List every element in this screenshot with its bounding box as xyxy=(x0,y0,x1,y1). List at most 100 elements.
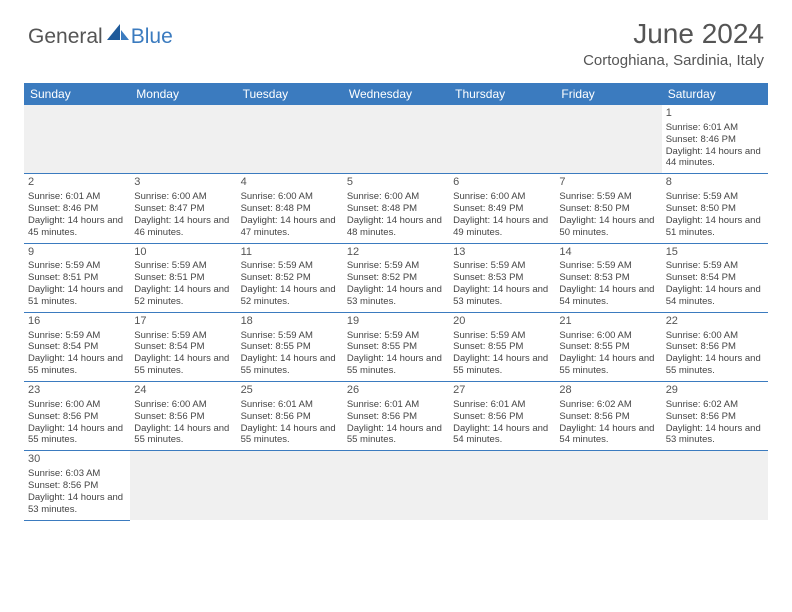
sunrise-line: Sunrise: 5:59 AM xyxy=(453,260,551,272)
daylight-line: Daylight: 14 hours and 46 minutes. xyxy=(134,215,232,239)
daylight-line: Daylight: 14 hours and 55 minutes. xyxy=(666,353,764,377)
day-number: 23 xyxy=(28,384,126,398)
calendar-row: 30Sunrise: 6:03 AMSunset: 8:56 PMDayligh… xyxy=(24,451,768,520)
day-number: 7 xyxy=(559,176,657,190)
sunset-line: Sunset: 8:51 PM xyxy=(134,272,232,284)
day-number: 12 xyxy=(347,246,445,260)
calendar-row: 2Sunrise: 6:01 AMSunset: 8:46 PMDaylight… xyxy=(24,174,768,243)
sunrise-line: Sunrise: 5:59 AM xyxy=(347,330,445,342)
sunset-line: Sunset: 8:53 PM xyxy=(453,272,551,284)
header: General Blue June 2024 Cortoghiana, Sard… xyxy=(0,0,792,77)
logo-text-general: General xyxy=(28,25,103,49)
daylight-line: Daylight: 14 hours and 55 minutes. xyxy=(241,423,339,447)
calendar-cell: 29Sunrise: 6:02 AMSunset: 8:56 PMDayligh… xyxy=(662,382,768,451)
sunset-line: Sunset: 8:52 PM xyxy=(241,272,339,284)
daylight-line: Daylight: 14 hours and 55 minutes. xyxy=(453,353,551,377)
calendar-cell: 8Sunrise: 5:59 AMSunset: 8:50 PMDaylight… xyxy=(662,174,768,243)
day-header: Monday xyxy=(130,83,236,105)
sunset-line: Sunset: 8:55 PM xyxy=(347,341,445,353)
page-title: June 2024 xyxy=(583,18,764,50)
calendar-cell: 4Sunrise: 6:00 AMSunset: 8:48 PMDaylight… xyxy=(237,174,343,243)
day-header: Tuesday xyxy=(237,83,343,105)
day-number: 29 xyxy=(666,384,764,398)
calendar-cell-blank xyxy=(343,105,449,174)
sunrise-line: Sunrise: 6:01 AM xyxy=(666,122,764,134)
calendar-cell-blank xyxy=(449,105,555,174)
daylight-line: Daylight: 14 hours and 47 minutes. xyxy=(241,215,339,239)
sunset-line: Sunset: 8:55 PM xyxy=(559,341,657,353)
calendar-cell: 30Sunrise: 6:03 AMSunset: 8:56 PMDayligh… xyxy=(24,451,130,520)
sunset-line: Sunset: 8:54 PM xyxy=(28,341,126,353)
sunset-line: Sunset: 8:48 PM xyxy=(347,203,445,215)
calendar-cell: 26Sunrise: 6:01 AMSunset: 8:56 PMDayligh… xyxy=(343,382,449,451)
sunset-line: Sunset: 8:53 PM xyxy=(559,272,657,284)
logo: General Blue xyxy=(28,24,173,49)
day-number: 6 xyxy=(453,176,551,190)
daylight-line: Daylight: 14 hours and 52 minutes. xyxy=(241,284,339,308)
calendar-cell: 27Sunrise: 6:01 AMSunset: 8:56 PMDayligh… xyxy=(449,382,555,451)
day-number: 16 xyxy=(28,315,126,329)
calendar-cell: 16Sunrise: 5:59 AMSunset: 8:54 PMDayligh… xyxy=(24,312,130,381)
daylight-line: Daylight: 14 hours and 55 minutes. xyxy=(347,423,445,447)
day-number: 15 xyxy=(666,246,764,260)
day-number: 21 xyxy=(559,315,657,329)
sunset-line: Sunset: 8:51 PM xyxy=(28,272,126,284)
daylight-line: Daylight: 14 hours and 53 minutes. xyxy=(347,284,445,308)
calendar-cell: 18Sunrise: 5:59 AMSunset: 8:55 PMDayligh… xyxy=(237,312,343,381)
sunrise-line: Sunrise: 5:59 AM xyxy=(241,260,339,272)
calendar-cell-blank xyxy=(555,105,661,174)
day-number: 2 xyxy=(28,176,126,190)
sunset-line: Sunset: 8:56 PM xyxy=(28,480,126,492)
calendar-cell: 6Sunrise: 6:00 AMSunset: 8:49 PMDaylight… xyxy=(449,174,555,243)
calendar-cell: 11Sunrise: 5:59 AMSunset: 8:52 PMDayligh… xyxy=(237,243,343,312)
calendar-cell: 13Sunrise: 5:59 AMSunset: 8:53 PMDayligh… xyxy=(449,243,555,312)
sunset-line: Sunset: 8:56 PM xyxy=(666,411,764,423)
day-number: 11 xyxy=(241,246,339,260)
sunrise-line: Sunrise: 6:01 AM xyxy=(241,399,339,411)
sunrise-line: Sunrise: 6:02 AM xyxy=(559,399,657,411)
daylight-line: Daylight: 14 hours and 53 minutes. xyxy=(666,423,764,447)
daylight-line: Daylight: 14 hours and 50 minutes. xyxy=(559,215,657,239)
daylight-line: Daylight: 14 hours and 55 minutes. xyxy=(28,423,126,447)
sunrise-line: Sunrise: 6:00 AM xyxy=(241,191,339,203)
calendar-body: 1Sunrise: 6:01 AMSunset: 8:46 PMDaylight… xyxy=(24,105,768,520)
calendar-cell: 14Sunrise: 5:59 AMSunset: 8:53 PMDayligh… xyxy=(555,243,661,312)
day-header: Saturday xyxy=(662,83,768,105)
daylight-line: Daylight: 14 hours and 55 minutes. xyxy=(241,353,339,377)
calendar-cell-blank xyxy=(343,451,449,520)
day-number: 24 xyxy=(134,384,232,398)
day-number: 19 xyxy=(347,315,445,329)
calendar-cell-blank xyxy=(130,451,236,520)
calendar-cell: 19Sunrise: 5:59 AMSunset: 8:55 PMDayligh… xyxy=(343,312,449,381)
sunrise-line: Sunrise: 5:59 AM xyxy=(559,260,657,272)
day-number: 30 xyxy=(28,453,126,467)
day-number: 20 xyxy=(453,315,551,329)
sunrise-line: Sunrise: 5:59 AM xyxy=(666,191,764,203)
sunrise-line: Sunrise: 6:01 AM xyxy=(28,191,126,203)
day-header: Sunday xyxy=(24,83,130,105)
calendar-cell: 20Sunrise: 5:59 AMSunset: 8:55 PMDayligh… xyxy=(449,312,555,381)
calendar-cell-blank xyxy=(449,451,555,520)
day-number: 18 xyxy=(241,315,339,329)
day-number: 5 xyxy=(347,176,445,190)
daylight-line: Daylight: 14 hours and 54 minutes. xyxy=(559,423,657,447)
day-header: Wednesday xyxy=(343,83,449,105)
calendar-cell: 12Sunrise: 5:59 AMSunset: 8:52 PMDayligh… xyxy=(343,243,449,312)
daylight-line: Daylight: 14 hours and 54 minutes. xyxy=(453,423,551,447)
calendar-row: 23Sunrise: 6:00 AMSunset: 8:56 PMDayligh… xyxy=(24,382,768,451)
day-number: 25 xyxy=(241,384,339,398)
logo-sail-icon xyxy=(107,24,129,47)
calendar-row: 1Sunrise: 6:01 AMSunset: 8:46 PMDaylight… xyxy=(24,105,768,174)
sunset-line: Sunset: 8:56 PM xyxy=(453,411,551,423)
daylight-line: Daylight: 14 hours and 55 minutes. xyxy=(134,423,232,447)
sunrise-line: Sunrise: 6:00 AM xyxy=(453,191,551,203)
sunrise-line: Sunrise: 6:00 AM xyxy=(134,191,232,203)
sunset-line: Sunset: 8:46 PM xyxy=(666,134,764,146)
sunset-line: Sunset: 8:52 PM xyxy=(347,272,445,284)
title-block: June 2024 Cortoghiana, Sardinia, Italy xyxy=(583,18,764,69)
calendar-cell: 23Sunrise: 6:00 AMSunset: 8:56 PMDayligh… xyxy=(24,382,130,451)
daylight-line: Daylight: 14 hours and 55 minutes. xyxy=(134,353,232,377)
sunrise-line: Sunrise: 6:00 AM xyxy=(347,191,445,203)
sunset-line: Sunset: 8:56 PM xyxy=(559,411,657,423)
sunrise-line: Sunrise: 5:59 AM xyxy=(134,330,232,342)
